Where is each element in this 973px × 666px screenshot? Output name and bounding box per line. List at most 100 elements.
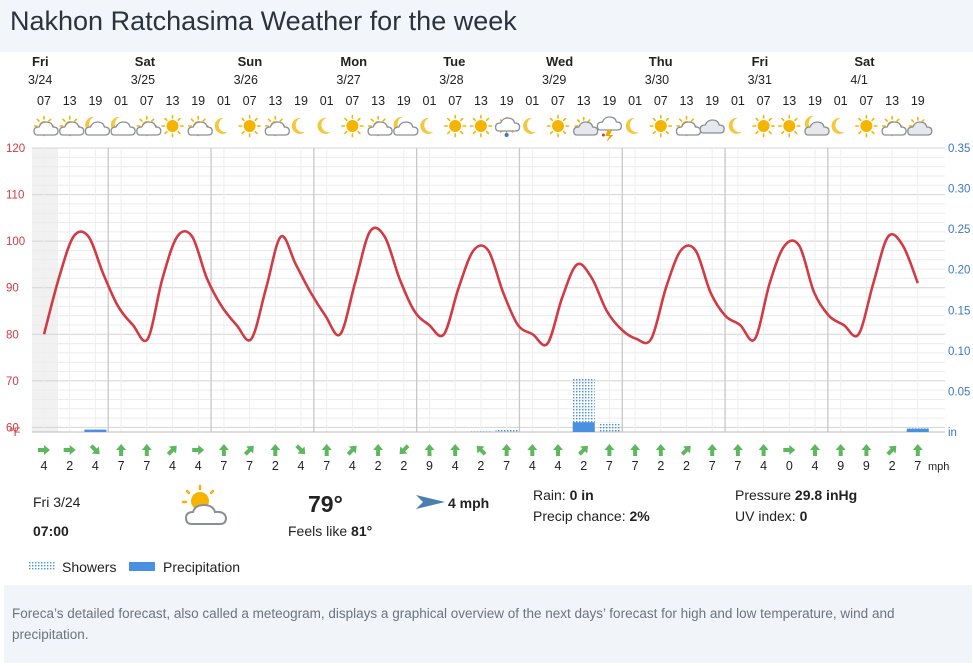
hour-label: 01 — [525, 94, 539, 108]
wind-speed: 4 — [298, 459, 305, 473]
shower-bar — [598, 422, 621, 432]
moon-icon — [523, 117, 537, 134]
wind-speed: 9 — [837, 459, 844, 473]
wind-speed: 7 — [323, 459, 330, 473]
day-date: 4/1 — [850, 73, 867, 87]
wind-speed: 2 — [580, 459, 587, 473]
wind-arrow-icon — [38, 445, 50, 455]
sun-icon — [469, 114, 493, 138]
hour-label: 19 — [191, 94, 205, 108]
left-axis-tick: 70 — [6, 376, 19, 388]
day-name: Wed — [546, 54, 573, 69]
hour-label: 07 — [551, 94, 565, 108]
moon-icon — [831, 117, 845, 134]
partly-cloudy-sun-icon — [59, 115, 85, 137]
wind-arrow-icon — [116, 444, 127, 456]
wind-arrow-icon — [192, 445, 205, 455]
sun-icon — [443, 114, 467, 138]
cloudy-sun-icon — [573, 116, 599, 136]
wind-arrow-icon — [912, 444, 923, 456]
right-axis-tick: 0.20 — [948, 265, 970, 277]
partly-cloudy-sun-icon — [187, 115, 213, 137]
right-axis-tick: 0.10 — [948, 346, 970, 358]
sun-icon — [546, 114, 570, 138]
hour-label: 01 — [114, 94, 128, 108]
hour-label: 13 — [885, 94, 899, 108]
header-band: Nakhon Ratchasima Weather for the week — [0, 0, 973, 52]
wind-speed: 7 — [143, 459, 150, 473]
hour-label: 01 — [834, 94, 848, 108]
hour-label: 19 — [397, 94, 411, 108]
day-name: Thu — [649, 54, 673, 69]
partly-cloudy-sun-icon — [264, 115, 290, 137]
wind-arrow-icon — [810, 444, 820, 456]
wind-arrow-icon — [861, 444, 872, 456]
wind-arrow-icon — [270, 444, 281, 456]
wind-speed: 7 — [606, 459, 613, 473]
wind-speed: 2 — [477, 459, 484, 473]
hour-label: 07 — [345, 94, 359, 108]
wind-arrow-icon — [295, 444, 306, 455]
partly-cloudy-sun-icon — [367, 115, 393, 137]
left-axis-tick: 60 — [6, 422, 19, 434]
hour-label: 07 — [37, 94, 51, 108]
feels-like-label: Feels like — [288, 523, 348, 539]
rain-value: 0 in — [569, 487, 594, 503]
wind-arrow-icon — [321, 444, 332, 456]
day-name: Sat — [135, 54, 156, 69]
wind-speed: 2 — [683, 459, 690, 473]
hour-label: 19 — [602, 94, 616, 108]
feels-like-value: 81° — [351, 523, 373, 539]
wind-speed: 2 — [66, 459, 73, 473]
wind-speed: 7 — [118, 459, 125, 473]
wind-arrow-icon — [243, 445, 254, 456]
wind-arrow-icon — [141, 444, 152, 456]
wind-arrow-icon — [450, 444, 461, 456]
wind-speed: 7 — [632, 459, 639, 473]
temperature-line — [42, 226, 920, 347]
wind-speed: 4 — [41, 459, 48, 473]
wind-speed: 4 — [452, 459, 459, 473]
right-axis-tick: 0.25 — [948, 224, 970, 236]
wind-speed: 0 — [786, 459, 793, 473]
hour-label: 01 — [423, 94, 437, 108]
hour-label: 07 — [448, 94, 462, 108]
precip-chance-value: 2% — [629, 508, 650, 524]
legend-precipitation-label: Precipitation — [163, 559, 241, 575]
left-axis-unit: °F — [9, 427, 21, 439]
moon-icon — [728, 117, 742, 134]
wind-arrow-icon — [783, 445, 796, 455]
wind-speed: 7 — [709, 459, 716, 473]
day-date: 3/29 — [542, 73, 566, 87]
right-axis-tick: 0.15 — [948, 305, 970, 317]
moon-icon — [317, 117, 331, 134]
hour-label: 13 — [63, 94, 77, 108]
sun-icon — [649, 114, 673, 138]
hour-label: 01 — [217, 94, 231, 108]
day-name: Tue — [443, 54, 465, 69]
wind-speed: 2 — [375, 459, 382, 473]
wind-speed: 9 — [426, 459, 433, 473]
wind-arrow-icon — [89, 444, 100, 455]
hour-label: 13 — [268, 94, 282, 108]
legend-showers-swatch — [29, 562, 55, 571]
current-day-date: Fri 3/24 — [33, 494, 81, 510]
precip-bar — [906, 428, 929, 432]
right-axis-tick: 0.30 — [948, 184, 970, 196]
right-axis-unit: in — [948, 427, 957, 439]
day-date: 3/27 — [336, 73, 360, 87]
pressure-value: 29.8 inHg — [794, 487, 858, 503]
sun-icon — [777, 114, 801, 138]
moon-icon — [420, 117, 434, 134]
legend-showers-label: Showers — [62, 559, 117, 575]
sun-icon — [855, 114, 878, 138]
hour-label: 19 — [911, 94, 925, 108]
wind-speed: 4 — [349, 459, 356, 473]
wind-speed: 4 — [195, 459, 202, 473]
wind-arrow-icon — [732, 444, 743, 456]
wind-arrow-icon — [578, 445, 588, 456]
day-name: Sun — [238, 54, 263, 69]
wind-arrow-icon — [527, 444, 538, 456]
wind-arrow-icon — [63, 445, 76, 455]
hour-label: 07 — [140, 94, 154, 108]
